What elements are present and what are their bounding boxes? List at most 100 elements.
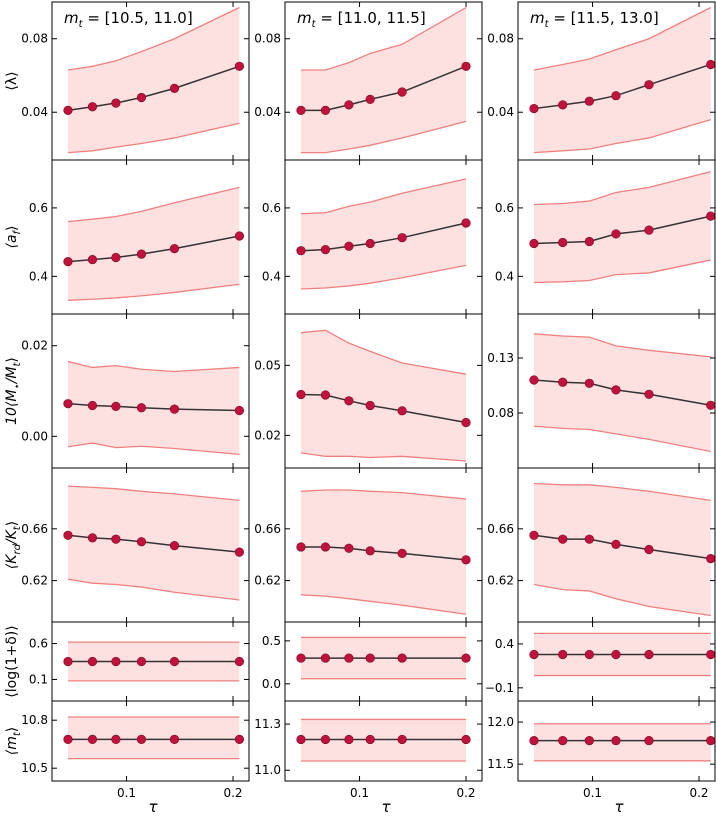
y-axis-label-row-3: ⟨Krd/Kt⟩ xyxy=(4,521,23,569)
data-point xyxy=(529,530,539,540)
data-point xyxy=(169,83,180,93)
y-label-part: ⟨K xyxy=(4,553,20,569)
y-tick-label: 12.0 xyxy=(487,715,514,729)
y-axis-label-row-5: ⟨mt⟩ xyxy=(4,727,23,756)
y-tick-label: 0.04 xyxy=(254,105,281,119)
y-label-part: ⟩ xyxy=(4,225,20,230)
data-point xyxy=(558,100,568,110)
x-axis-label-1: τ xyxy=(381,798,391,816)
data-point xyxy=(136,537,147,547)
y-tick-label: 0.6 xyxy=(29,201,48,215)
data-point xyxy=(296,653,306,663)
data-point xyxy=(584,236,594,247)
data-point xyxy=(111,98,121,108)
y-label-part: t xyxy=(12,525,23,530)
band-area xyxy=(533,723,711,761)
data-point xyxy=(320,653,331,663)
panel-r0-c0: 0.04 0.08 xyxy=(21,1,250,161)
y-tick-label: 0.4 xyxy=(29,269,48,283)
data-point xyxy=(706,735,716,746)
mean-line xyxy=(533,379,711,407)
y-tick-label: 0.04 xyxy=(21,105,48,119)
band-upper-line xyxy=(533,333,711,358)
y-tick-label: 0.08 xyxy=(487,406,514,420)
band-lower-line xyxy=(300,264,467,290)
x-axis-labels: τ τ τ xyxy=(148,798,624,816)
data-point xyxy=(397,406,407,416)
data-point xyxy=(584,378,594,388)
data-point xyxy=(296,105,306,115)
data-point xyxy=(611,229,621,239)
data-point xyxy=(234,231,245,241)
band-area xyxy=(67,7,240,153)
y-label-part: /K xyxy=(4,528,20,546)
data-point xyxy=(644,649,654,660)
data-point xyxy=(344,653,354,663)
data-point xyxy=(320,542,331,552)
data-point xyxy=(169,734,180,745)
y-tick-label: 10.5 xyxy=(21,761,48,775)
data-point xyxy=(558,534,568,544)
data-point xyxy=(63,656,73,667)
data-point xyxy=(529,375,539,385)
data-point xyxy=(529,735,539,746)
data-point xyxy=(111,401,121,412)
x-axis-label-0: τ xyxy=(148,798,158,816)
y-label-part: f xyxy=(12,229,23,234)
mean-line xyxy=(533,215,711,245)
data-point xyxy=(63,399,73,409)
data-point xyxy=(63,257,73,267)
y-tick-label: 0.6 xyxy=(262,201,281,215)
data-point xyxy=(644,544,654,555)
data-point xyxy=(344,241,354,251)
title-0-m: m xyxy=(64,9,79,27)
y-label-part: ⟨λ⟩ xyxy=(4,71,20,90)
data-point xyxy=(320,105,331,115)
data-point xyxy=(529,103,539,114)
data-point xyxy=(706,400,716,410)
band-upper-line xyxy=(67,485,240,501)
y-tick-label: 0.4 xyxy=(262,269,281,283)
title-0-sub: t xyxy=(79,19,84,30)
band-lower-line xyxy=(533,425,711,453)
data-point xyxy=(111,656,121,667)
data-point xyxy=(706,649,716,660)
y-tick-label: 0.6 xyxy=(29,637,48,651)
data-point xyxy=(611,735,621,746)
y-tick-label: −0.1 xyxy=(485,681,514,695)
data-point xyxy=(87,734,98,745)
band-lower-line xyxy=(533,259,711,284)
data-point xyxy=(234,61,245,71)
data-point xyxy=(296,542,306,552)
band-upper-line xyxy=(300,489,467,500)
y-tick-label: 0.6 xyxy=(495,201,514,215)
y-tick-label: 0.0 xyxy=(262,677,281,691)
data-point xyxy=(296,389,306,400)
data-point xyxy=(296,246,306,256)
data-point xyxy=(111,534,121,544)
y-tick-label: 11.5 xyxy=(487,757,514,771)
y-tick-label: 0.05 xyxy=(254,358,281,372)
data-point xyxy=(397,233,407,243)
band-area xyxy=(533,171,711,283)
y-label-part: ⟨m xyxy=(4,736,20,755)
y-label-part: ⟨a xyxy=(4,234,20,248)
y-label-part: ⟩ xyxy=(4,521,20,526)
data-point xyxy=(584,534,594,544)
data-point xyxy=(234,734,245,745)
data-point xyxy=(611,91,621,101)
data-point xyxy=(169,541,180,551)
data-point xyxy=(584,735,594,746)
band-upper-line xyxy=(67,186,240,223)
band-area xyxy=(67,717,240,759)
band-lower-line xyxy=(300,452,467,462)
data-point xyxy=(296,734,306,745)
band-upper-line xyxy=(533,6,712,71)
y-axis-label-row-2: 10⟨M⋆/Mt⟩ xyxy=(4,357,23,425)
data-point xyxy=(320,245,331,255)
y-tick-label: 0.02 xyxy=(254,428,281,442)
band-upper-line xyxy=(300,6,467,71)
data-point xyxy=(461,734,471,745)
data-point xyxy=(87,400,98,411)
band-upper-line xyxy=(533,171,711,206)
